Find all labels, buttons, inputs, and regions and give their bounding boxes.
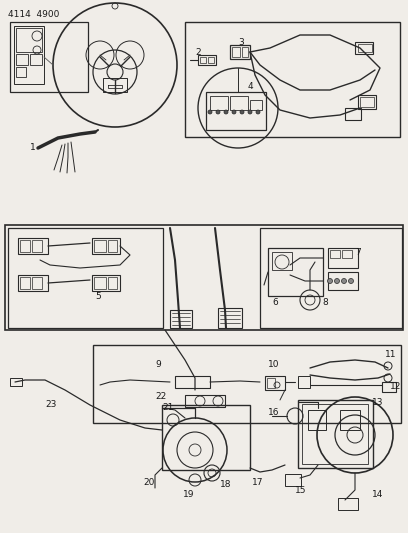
- Text: 4: 4: [248, 82, 254, 91]
- Text: 23: 23: [45, 400, 56, 409]
- Circle shape: [240, 110, 244, 114]
- Circle shape: [216, 110, 220, 114]
- Bar: [5, 225, 403, 330]
- Bar: [330, 250, 340, 258]
- Bar: [285, 474, 301, 486]
- Bar: [108, 277, 117, 289]
- Bar: [94, 277, 106, 289]
- Bar: [308, 410, 326, 430]
- Text: 4114  4900: 4114 4900: [8, 10, 60, 19]
- Bar: [218, 308, 242, 328]
- Bar: [342, 250, 352, 258]
- Bar: [242, 47, 248, 57]
- Bar: [298, 376, 310, 388]
- Bar: [355, 42, 373, 54]
- Bar: [358, 95, 376, 109]
- Bar: [265, 376, 285, 390]
- Bar: [14, 26, 44, 84]
- Bar: [20, 240, 30, 252]
- Circle shape: [224, 110, 228, 114]
- Bar: [108, 240, 117, 252]
- Text: 13: 13: [372, 398, 384, 407]
- Bar: [16, 28, 42, 52]
- Bar: [162, 405, 250, 470]
- Bar: [328, 248, 358, 268]
- Bar: [10, 378, 22, 386]
- Bar: [298, 400, 373, 468]
- Bar: [267, 378, 275, 388]
- Circle shape: [328, 279, 333, 284]
- Bar: [92, 275, 120, 291]
- Bar: [30, 54, 42, 65]
- Text: 14: 14: [372, 490, 384, 499]
- Bar: [206, 92, 266, 130]
- Bar: [198, 55, 216, 65]
- Bar: [103, 78, 127, 92]
- Bar: [8, 228, 163, 328]
- Circle shape: [335, 279, 339, 284]
- Bar: [208, 57, 214, 63]
- Bar: [210, 96, 228, 110]
- Bar: [92, 238, 120, 254]
- Bar: [32, 277, 42, 289]
- Bar: [10, 22, 88, 92]
- Bar: [16, 67, 26, 77]
- Bar: [32, 240, 42, 252]
- Bar: [250, 100, 262, 110]
- Bar: [185, 395, 225, 407]
- Text: 16: 16: [268, 408, 279, 417]
- Bar: [360, 97, 374, 107]
- Bar: [93, 345, 401, 423]
- Bar: [16, 54, 28, 65]
- Text: 10: 10: [268, 360, 279, 369]
- Bar: [185, 22, 400, 137]
- Bar: [382, 382, 396, 392]
- Bar: [328, 272, 358, 290]
- Bar: [358, 44, 372, 52]
- Circle shape: [256, 110, 260, 114]
- Text: 9: 9: [155, 360, 161, 369]
- Bar: [302, 404, 368, 464]
- Bar: [230, 96, 248, 110]
- Circle shape: [208, 110, 212, 114]
- Text: 20: 20: [143, 478, 154, 487]
- Bar: [345, 108, 361, 120]
- Text: 6: 6: [272, 298, 278, 307]
- Bar: [18, 238, 48, 254]
- Bar: [230, 45, 250, 59]
- Bar: [260, 228, 402, 328]
- Bar: [18, 275, 48, 291]
- Circle shape: [348, 279, 353, 284]
- Text: 19: 19: [183, 490, 195, 499]
- Text: 17: 17: [252, 478, 264, 487]
- Bar: [94, 240, 106, 252]
- Bar: [170, 310, 192, 328]
- Bar: [20, 277, 30, 289]
- Text: 8: 8: [322, 298, 328, 307]
- Text: 15: 15: [295, 486, 306, 495]
- Bar: [338, 498, 358, 510]
- Bar: [272, 252, 292, 270]
- Bar: [175, 376, 210, 388]
- Text: 1: 1: [30, 143, 36, 152]
- Text: 12: 12: [390, 382, 401, 391]
- Circle shape: [248, 110, 252, 114]
- Circle shape: [341, 279, 346, 284]
- Text: 3: 3: [238, 38, 244, 47]
- Text: 22: 22: [155, 392, 166, 401]
- Bar: [200, 57, 206, 63]
- Text: 7: 7: [355, 248, 361, 257]
- Bar: [268, 248, 323, 296]
- Text: 21: 21: [162, 403, 173, 412]
- Text: 11: 11: [385, 350, 397, 359]
- Bar: [232, 47, 240, 57]
- Text: 18: 18: [220, 480, 231, 489]
- Text: 2: 2: [195, 48, 201, 57]
- Bar: [340, 410, 360, 430]
- Text: 5: 5: [95, 292, 101, 301]
- Circle shape: [232, 110, 236, 114]
